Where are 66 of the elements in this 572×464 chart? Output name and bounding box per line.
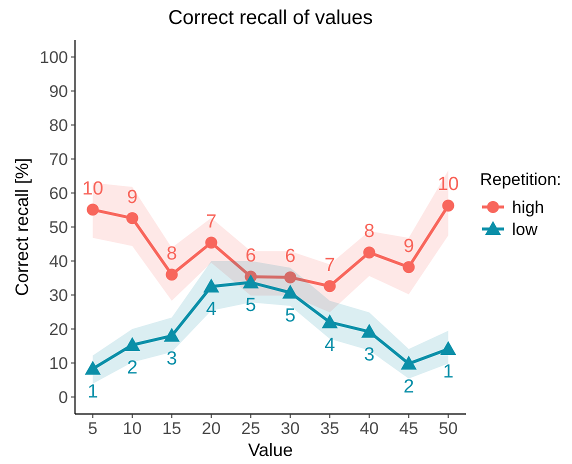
annotation: 6	[284, 246, 296, 267]
y-tick-label: 10	[49, 354, 68, 373]
point	[203, 278, 220, 292]
point	[442, 200, 454, 212]
point	[205, 236, 218, 249]
annotation: 7	[324, 254, 336, 276]
y-tick-label: 40	[49, 252, 68, 271]
point	[242, 274, 259, 288]
x-tick-label: 35	[320, 419, 340, 438]
annotation: 8	[364, 221, 375, 242]
point	[361, 324, 378, 338]
point	[402, 261, 415, 274]
x-axis-title: Value	[248, 440, 293, 460]
annotation: 9	[403, 236, 414, 257]
x-tick-label: 30	[280, 419, 300, 438]
annotation: 7	[206, 211, 217, 232]
point	[124, 336, 140, 351]
annotation: 5	[284, 305, 296, 326]
point	[84, 360, 101, 375]
annotation: 4	[206, 299, 217, 320]
x-tick-label: 25	[241, 419, 260, 438]
x-tick-label: 15	[162, 419, 182, 438]
point	[86, 204, 99, 216]
annotation: 8	[166, 243, 178, 264]
point	[324, 280, 336, 292]
annotation: 2	[403, 376, 414, 398]
point	[126, 212, 138, 224]
x-tick-label: 5	[88, 419, 98, 438]
x-tick-label: 45	[399, 419, 418, 438]
y-tick-label: 80	[49, 116, 68, 135]
y-tick-label: 90	[49, 82, 68, 101]
y-tick-label: 70	[49, 150, 68, 169]
point	[440, 341, 456, 356]
x-tick-label: 20	[202, 419, 221, 438]
chart-title: Correct recall of values	[168, 7, 373, 29]
annotation: 10	[82, 178, 104, 200]
point	[284, 271, 296, 284]
annotation: 10	[438, 174, 459, 196]
annotation: 2	[126, 358, 138, 379]
y-tick-label: 60	[49, 184, 68, 203]
point	[282, 284, 298, 299]
y-tick-label: 0	[58, 388, 68, 407]
annotation: 9	[126, 186, 138, 208]
annotation: 4	[324, 334, 336, 356]
annotation: 3	[364, 344, 375, 366]
x-tick-label: 40	[360, 419, 379, 438]
y-tick-label: 50	[49, 218, 68, 237]
annotation: 6	[245, 245, 256, 266]
x-tick-label: 50	[438, 419, 458, 438]
x-tick-label: 10	[122, 419, 142, 438]
point	[166, 268, 178, 281]
y-axis-title: Correct recall [%]	[12, 158, 32, 296]
legend-label: high	[512, 198, 544, 217]
annotation: 3	[166, 348, 178, 370]
legend-title: Repetition:	[480, 170, 562, 189]
point	[164, 328, 180, 342]
y-tick-label: 30	[49, 286, 68, 305]
point	[363, 246, 376, 258]
annotation: 1	[442, 362, 454, 383]
point	[400, 356, 417, 370]
y-tick-label: 20	[49, 320, 68, 339]
y-tick-label: 100	[40, 48, 68, 67]
annotation: 1	[87, 381, 98, 402]
annotation: 5	[245, 295, 256, 316]
legend-label: low	[512, 220, 538, 239]
point	[322, 314, 338, 328]
